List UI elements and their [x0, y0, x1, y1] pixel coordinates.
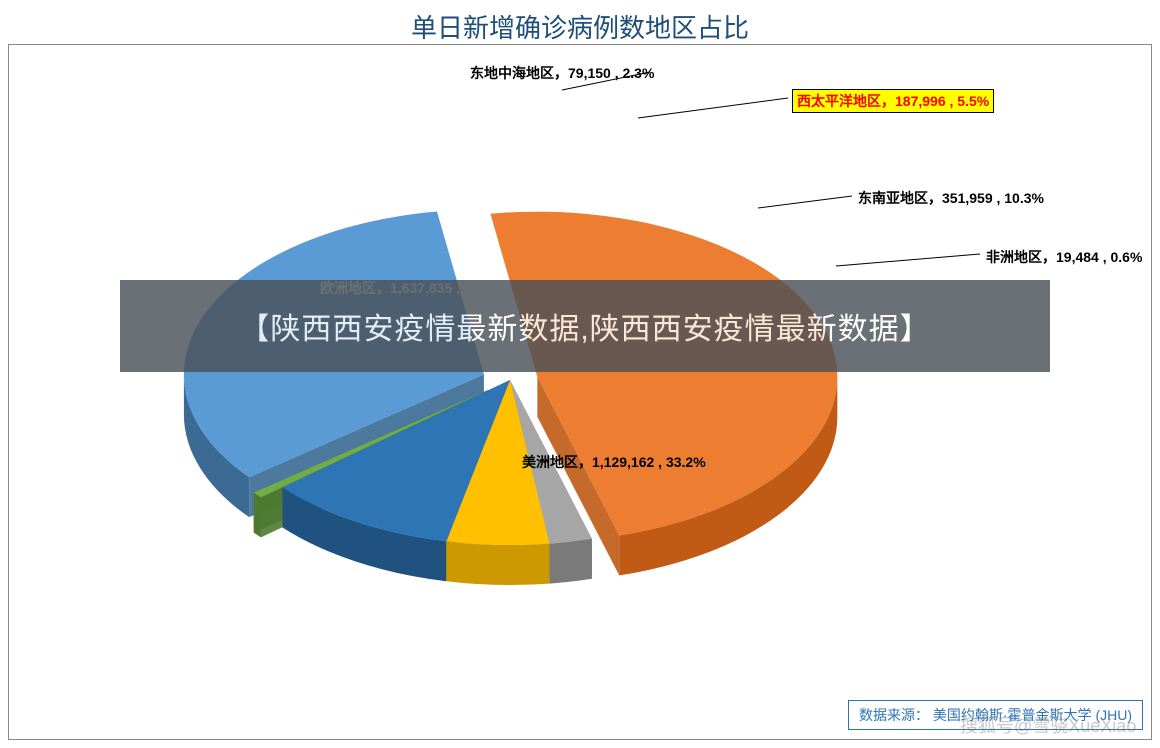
- slice-label: 东南亚地区，351,959 , 10.3%: [858, 188, 1044, 208]
- slice-label: 美洲地区，1,129,162 , 33.2%: [522, 452, 706, 472]
- slice-label: 非洲地区，19,484 , 0.6%: [986, 247, 1142, 267]
- data-source-prefix: 数据来源：: [859, 707, 929, 723]
- headline-overlay: 【陕西西安疫情最新数据,陕西西安疫情最新数据】: [120, 280, 1050, 372]
- pie-slice-side: [446, 541, 549, 585]
- headline-overlay-text: 【陕西西安疫情最新数据,陕西西安疫情最新数据】: [239, 304, 930, 348]
- slice-label: 东地中海地区，79,150 , 2.3%: [470, 63, 654, 83]
- watermark: 搜狐号@雪骁XueXiao: [960, 712, 1136, 738]
- slice-label: 西太平洋地区，187,996 , 5.5%: [792, 89, 994, 113]
